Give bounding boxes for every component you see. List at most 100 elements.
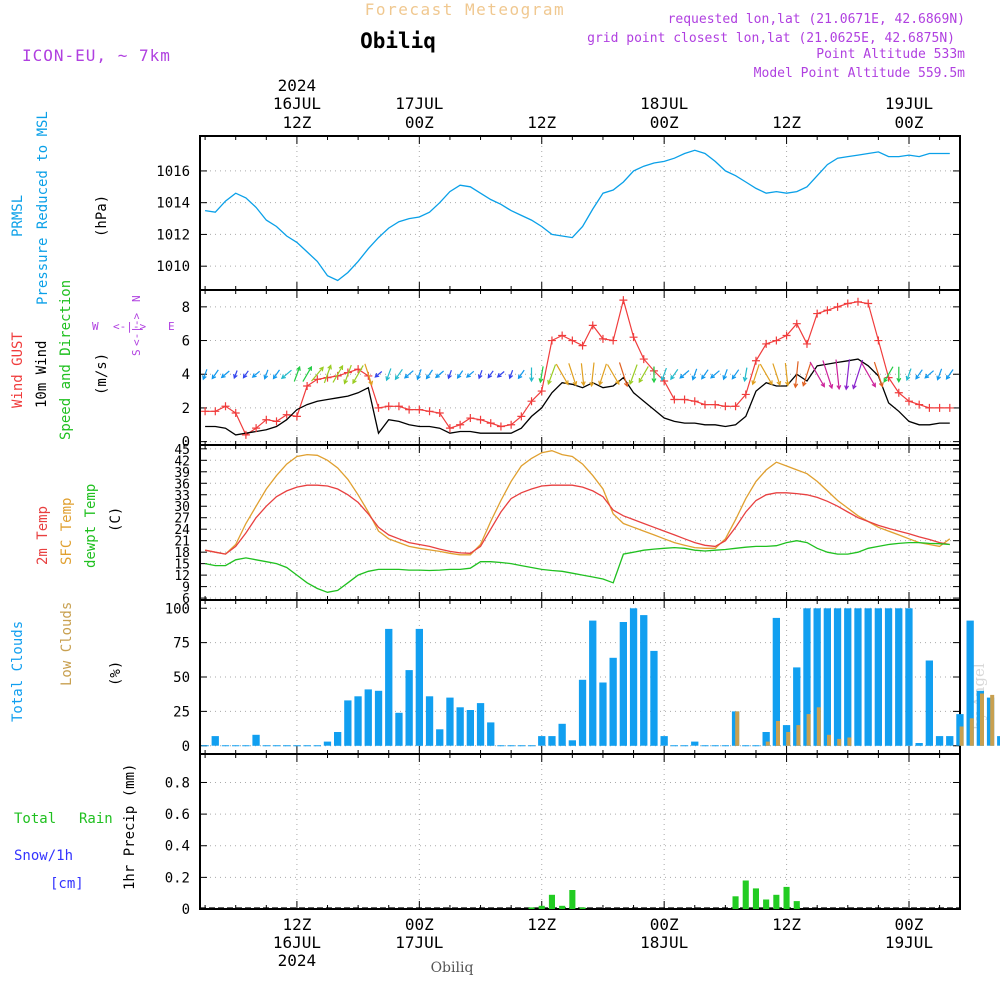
wind-direction-arrow <box>852 359 864 390</box>
gust-marker <box>904 397 913 406</box>
y-tick-label-temperature: 27 <box>174 512 190 527</box>
low-cloud-bar <box>796 725 801 746</box>
precip-label-total: Total <box>14 811 56 827</box>
total-cloud-bar <box>772 617 780 746</box>
rain-bar <box>559 905 566 909</box>
wind-direction-arrow <box>220 370 230 379</box>
gust-marker <box>394 402 403 411</box>
gust-marker <box>486 419 495 428</box>
wind-direction-arrow <box>496 371 505 378</box>
total-cloud-bar <box>364 689 372 746</box>
low-cloud-bar <box>847 737 852 746</box>
wind-direction-arrow <box>598 363 607 386</box>
gust-marker <box>303 382 312 391</box>
y-tick-label-temperature: 24 <box>174 523 190 538</box>
wind-direction-arrow <box>793 361 799 389</box>
wind-direction-arrow <box>905 368 912 382</box>
temp-labels: 2m Temp SFC Temp dewpt Temp (C) <box>35 484 124 568</box>
wind-direction-arrow <box>742 367 748 383</box>
gust-marker <box>802 339 811 348</box>
plot-area: 1010101210141016024686912151821242730333… <box>156 76 1000 970</box>
wind-direction-arrow <box>434 370 444 379</box>
wind-direction-arrow <box>293 365 301 382</box>
y-tick-label-precipitation: 0.2 <box>165 870 190 886</box>
gust-marker <box>456 420 465 429</box>
low-cloud-bar <box>776 721 780 746</box>
rain-bar <box>579 907 586 909</box>
gust-marker <box>843 299 852 308</box>
wind-direction-arrow <box>456 370 464 379</box>
total-cloud-bar <box>538 736 546 746</box>
wind-direction-arrow <box>618 362 629 388</box>
sfc-temp-line <box>204 450 951 556</box>
precip-label-snow: Snow/1h <box>14 848 73 864</box>
rain-bar <box>538 905 545 909</box>
y-tick-label-clouds: 50 <box>173 670 190 686</box>
pressure-line <box>204 149 950 282</box>
temp-label-unit: (C) <box>108 507 124 532</box>
total-cloud-bar <box>895 608 903 746</box>
gust-marker <box>609 336 618 345</box>
y-tick-label-temperature: 30 <box>174 500 190 515</box>
total-cloud-bar <box>374 690 383 746</box>
wind-direction-arrow <box>465 370 475 378</box>
rain-bar <box>742 880 749 909</box>
bottom-date-label: 19JUL <box>885 933 933 952</box>
low-cloud-bar <box>980 693 984 746</box>
low-cloud-bar <box>765 741 770 746</box>
compass-south: S <box>130 349 143 356</box>
wind-direction-arrow <box>311 366 324 382</box>
total-cloud-bar <box>915 743 923 746</box>
pressure-label-prmsl: PRMSL <box>10 195 26 237</box>
wind-direction-arrow <box>251 370 260 378</box>
y-tick-label-pressure: 1016 <box>156 164 190 180</box>
gust-marker <box>466 414 475 423</box>
rain-bar <box>732 896 739 909</box>
wind-direction-arrow <box>242 370 249 379</box>
compass-rose: W E <-|-> N S <-|-> <box>92 295 175 356</box>
gust-marker <box>772 336 781 345</box>
cloud-label-unit: (%) <box>108 661 124 686</box>
compass-arrows-h: <-|-> <box>113 320 146 333</box>
y-tick-label-wind: 2 <box>182 401 190 417</box>
gust-marker <box>241 430 250 439</box>
bottom-hour-label: 00Z <box>405 915 434 934</box>
wind-direction-arrow <box>679 370 690 379</box>
compass-north: N <box>130 295 143 302</box>
total-cloud-bar <box>854 608 862 746</box>
rain-bar <box>528 907 535 909</box>
gust-marker <box>813 309 822 318</box>
gust-marker <box>915 400 924 409</box>
total-cloud-bar <box>640 615 648 746</box>
top-hour-label: 12Z <box>527 113 556 132</box>
wind-direction-arrow <box>651 366 657 384</box>
y-tick-label-temperature: 15 <box>174 558 190 573</box>
bottom-hour-label: 12Z <box>527 915 556 934</box>
wind-direction-arrow <box>233 370 238 380</box>
gust-marker <box>507 420 516 429</box>
y-tick-label-temperature: 36 <box>174 477 190 492</box>
total-cloud-bar <box>946 736 954 746</box>
compass-west: W <box>92 320 99 333</box>
y-tick-label-pressure: 1012 <box>156 227 190 243</box>
wind-direction-arrow <box>538 366 544 384</box>
wind-direction-arrow <box>589 362 595 388</box>
wind-direction-arrow <box>352 365 364 385</box>
gust-marker <box>262 415 271 424</box>
wind-direction-arrow <box>722 369 728 381</box>
wind-direction-arrow <box>883 366 894 383</box>
wind-direction-arrow <box>364 363 374 386</box>
y-tick-label-temperature: 33 <box>174 489 190 504</box>
total-cloud-bar <box>619 622 627 746</box>
gust-marker <box>313 375 322 384</box>
total-cloud-bar <box>334 732 342 746</box>
wind-direction-arrow <box>731 369 740 380</box>
wind-direction-arrow <box>547 364 557 386</box>
wind-direction-arrow <box>784 363 790 387</box>
total-cloud-bar <box>966 620 974 746</box>
rain-bar <box>773 894 780 909</box>
total-cloud-bar <box>385 628 393 746</box>
low-cloud-bar <box>816 707 821 746</box>
model-label: ICON-EU, ~ 7km <box>22 46 171 65</box>
gust-marker <box>558 331 567 340</box>
